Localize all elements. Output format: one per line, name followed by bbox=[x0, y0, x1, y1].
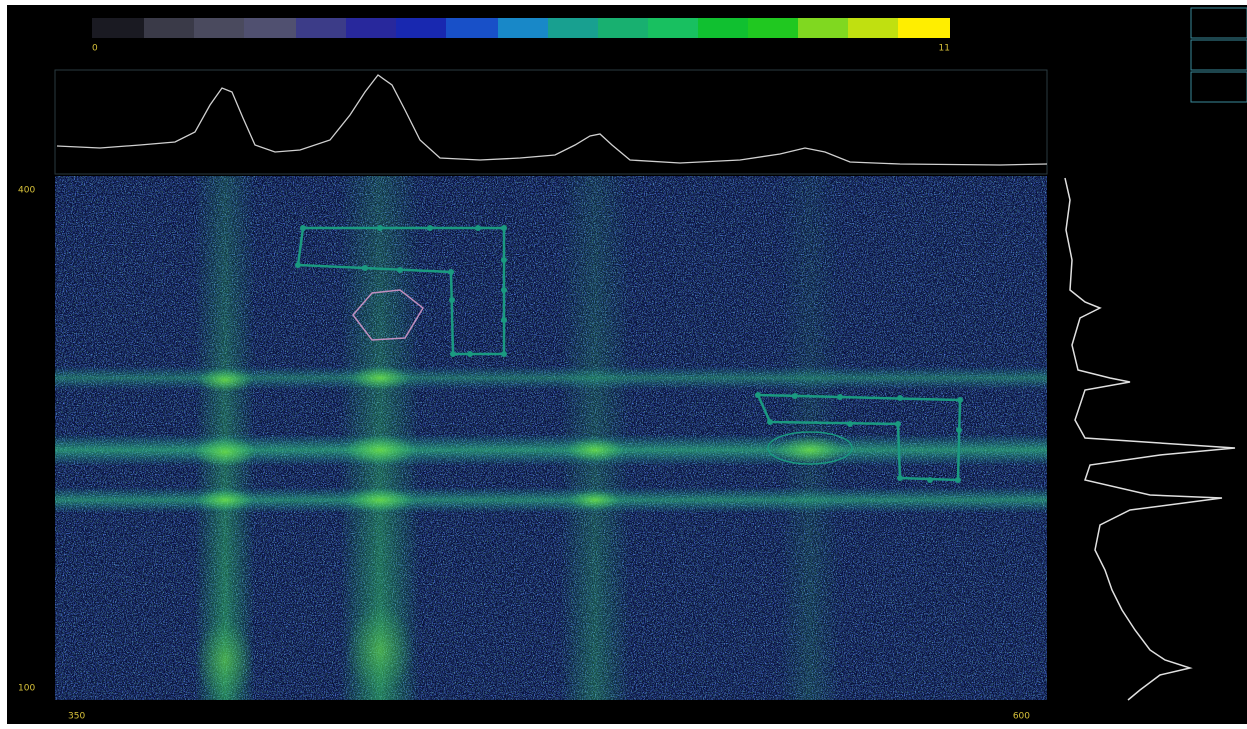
y-top-label: 400 bbox=[18, 186, 35, 196]
x-right-label: 600 bbox=[1013, 712, 1030, 722]
button[interactable] bbox=[1190, 71, 1247, 103]
top-profile bbox=[56, 74, 1048, 166]
roi-ellipse bbox=[767, 431, 853, 465]
button[interactable] bbox=[1190, 7, 1247, 39]
colorbar-max: 11 bbox=[939, 44, 950, 54]
tool-buttons bbox=[1190, 7, 1247, 103]
top-profile-frame bbox=[54, 69, 1048, 175]
side-profile bbox=[1064, 177, 1236, 701]
colorbar bbox=[92, 18, 950, 38]
colorbar-min: 0 bbox=[92, 44, 98, 54]
y-bottom-label: 100 bbox=[18, 684, 35, 694]
roi-ellipse bbox=[352, 289, 424, 341]
image bbox=[55, 176, 1047, 700]
side-profile-frame bbox=[1049, 176, 1247, 700]
roi-handles bbox=[295, 225, 963, 483]
x-left-label: 350 bbox=[68, 712, 85, 722]
button[interactable] bbox=[1190, 39, 1247, 71]
